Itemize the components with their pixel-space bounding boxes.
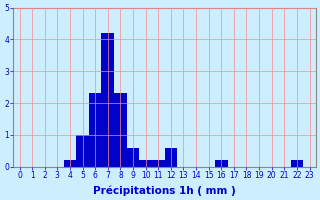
Bar: [139, 160, 152, 167]
Bar: [64, 160, 76, 167]
Bar: [101, 33, 114, 167]
Bar: [215, 160, 228, 167]
Bar: [164, 148, 177, 167]
Bar: [89, 93, 101, 167]
Bar: [114, 93, 127, 167]
Bar: [291, 160, 303, 167]
Bar: [127, 148, 139, 167]
Bar: [76, 135, 89, 167]
X-axis label: Précipitations 1h ( mm ): Précipitations 1h ( mm ): [93, 185, 236, 196]
Bar: [152, 160, 164, 167]
